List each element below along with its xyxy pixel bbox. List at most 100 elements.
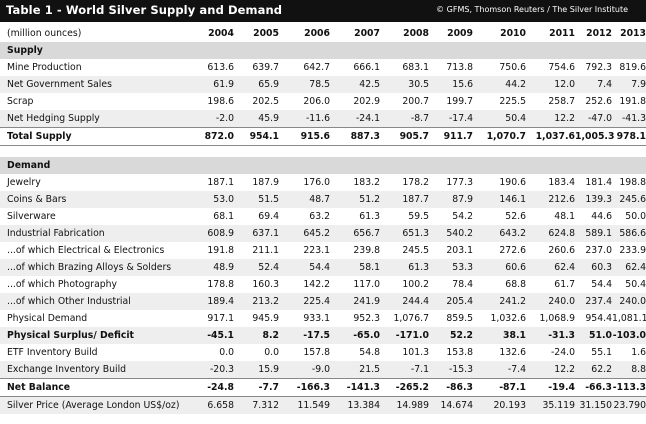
year-header: 2011 bbox=[549, 28, 575, 39]
year-header: 2012 bbox=[586, 28, 612, 39]
value-cell: 52.6 bbox=[505, 211, 526, 222]
value-cell: -87.1 bbox=[473, 378, 526, 397]
table-row: Physical Demand 917.1 945.9 933.1 952.3 1,076… bbox=[0, 310, 646, 327]
value-cell bbox=[234, 157, 279, 174]
value-cell bbox=[526, 42, 575, 59]
row-label: Industrial Fabrication bbox=[0, 225, 189, 242]
value-cell: 945.9 bbox=[252, 313, 279, 324]
value-cell: 0.0 bbox=[264, 347, 279, 358]
value-cell: 206.0 bbox=[303, 96, 330, 107]
value-cell: -141.3 bbox=[330, 378, 380, 397]
value-cell bbox=[189, 42, 234, 59]
value-cell bbox=[330, 145, 380, 157]
value-cell bbox=[575, 157, 612, 174]
value-cell: -24.0 bbox=[550, 347, 575, 358]
value-cell: 63.2 bbox=[309, 211, 330, 222]
value-cell: -8.7 bbox=[380, 110, 429, 128]
value-cell: -113.3 bbox=[612, 378, 646, 397]
section-header-row: Supply bbox=[0, 42, 646, 59]
value-cell: 6.658 bbox=[189, 396, 234, 414]
value-cell: 48.7 bbox=[279, 191, 330, 208]
value-cell: 1.6 bbox=[631, 347, 646, 358]
value-cell: -17.5 bbox=[279, 327, 330, 344]
value-cell: 117.0 bbox=[353, 279, 380, 290]
value-cell bbox=[612, 157, 646, 174]
value-cell: 68.1 bbox=[213, 211, 234, 222]
value-cell: 241.2 bbox=[473, 293, 526, 310]
value-cell: 60.6 bbox=[473, 259, 526, 276]
value-cell: 101.3 bbox=[402, 347, 429, 358]
row-label: Mine Production bbox=[7, 62, 82, 73]
value-cell bbox=[612, 42, 646, 59]
section-header-row: Demand bbox=[0, 157, 646, 174]
value-cell: -15.3 bbox=[429, 361, 473, 379]
value-cell: 178.8 bbox=[207, 279, 234, 290]
value-cell: 42.5 bbox=[330, 76, 380, 93]
value-cell: -9.0 bbox=[279, 361, 330, 379]
value-cell: 200.7 bbox=[402, 96, 429, 107]
value-cell: 132.6 bbox=[499, 347, 526, 358]
table-row: Silver Price (Average London US$/oz) 6.65… bbox=[0, 396, 646, 414]
value-cell bbox=[429, 145, 473, 157]
value-cell: 51.2 bbox=[330, 191, 380, 208]
row-label: ...of which Brazing Alloys & Solders bbox=[0, 259, 189, 276]
year-header: 2008 bbox=[403, 28, 429, 39]
table-row: ...of which Electrical & Electronics 191.… bbox=[0, 242, 646, 259]
value-cell: 13.384 bbox=[330, 396, 380, 414]
value-cell: 38.1 bbox=[473, 327, 526, 344]
value-cell: 915.6 bbox=[279, 127, 330, 146]
value-cell: 954.4 bbox=[585, 313, 612, 324]
value-cell: 637.1 bbox=[234, 225, 279, 242]
value-cell bbox=[380, 42, 429, 59]
table-row: Net Government Sales 61.9 65.9 78.5 42.5 30.5… bbox=[0, 76, 646, 93]
value-cell: 69.4 bbox=[258, 211, 279, 222]
value-cell bbox=[279, 145, 330, 157]
value-cell: 540.2 bbox=[429, 225, 473, 242]
value-cell: 187.9 bbox=[252, 177, 279, 188]
value-cell bbox=[612, 145, 646, 157]
value-cell: 51.5 bbox=[234, 191, 279, 208]
value-cell: 8.2 bbox=[234, 327, 279, 344]
table-row: ...of which Brazing Alloys & Solders 48.9… bbox=[0, 259, 646, 276]
value-cell: 245.6 bbox=[612, 191, 646, 208]
value-cell: 11.549 bbox=[279, 396, 330, 414]
value-cell: 44.6 bbox=[591, 211, 612, 222]
row-label: Supply bbox=[0, 42, 189, 59]
value-cell: -171.0 bbox=[380, 327, 429, 344]
value-cell: 1,070.7 bbox=[473, 127, 526, 146]
value-cell: 60.3 bbox=[575, 259, 612, 276]
value-cell: -7.7 bbox=[234, 378, 279, 397]
row-label: ...of which Other Industrial bbox=[0, 293, 189, 310]
value-cell: 244.4 bbox=[380, 293, 429, 310]
year-header: 2010 bbox=[500, 28, 526, 39]
value-cell: 608.9 bbox=[189, 225, 234, 242]
value-cell: 54.4 bbox=[279, 259, 330, 276]
total-row: Net Balance -24.8 -7.7 -166.3 -141.3 -265.2 -8… bbox=[0, 378, 646, 397]
value-cell bbox=[279, 42, 330, 59]
value-cell bbox=[330, 157, 380, 174]
table-row: Coins & Bars 53.0 51.5 48.7 51.2 187.7 87.9 146… bbox=[0, 191, 646, 208]
value-cell: 53.0 bbox=[189, 191, 234, 208]
value-cell: -7.1 bbox=[380, 361, 429, 379]
value-cell: 54.4 bbox=[591, 279, 612, 290]
value-cell: 241.9 bbox=[330, 293, 380, 310]
table-row: Scrap 198.6 202.5 206.0 202.9 200.7 199.7 225.5… bbox=[0, 93, 646, 110]
value-cell: 50.4 bbox=[473, 110, 526, 128]
value-cell: 645.2 bbox=[279, 225, 330, 242]
value-cell: 65.9 bbox=[234, 76, 279, 93]
value-cell: 15.9 bbox=[234, 361, 279, 379]
value-cell: 792.3 bbox=[585, 62, 612, 73]
value-cell: 62.2 bbox=[575, 361, 612, 379]
value-cell bbox=[234, 42, 279, 59]
value-cell: 52.2 bbox=[429, 327, 473, 344]
value-cell bbox=[429, 42, 473, 59]
year-header: 2007 bbox=[354, 28, 380, 39]
value-cell: 87.9 bbox=[429, 191, 473, 208]
table-title: Table 1 - World Silver Supply and Demand bbox=[6, 3, 283, 17]
table-row: ETF Inventory Build 0.0 0.0 157.8 54.8 101.3 1… bbox=[0, 344, 646, 361]
value-cell: 20.193 bbox=[473, 396, 526, 414]
value-cell: 61.9 bbox=[189, 76, 234, 93]
value-cell: 51.0 bbox=[575, 327, 612, 344]
value-cell bbox=[189, 145, 234, 157]
value-cell: 59.5 bbox=[408, 211, 429, 222]
